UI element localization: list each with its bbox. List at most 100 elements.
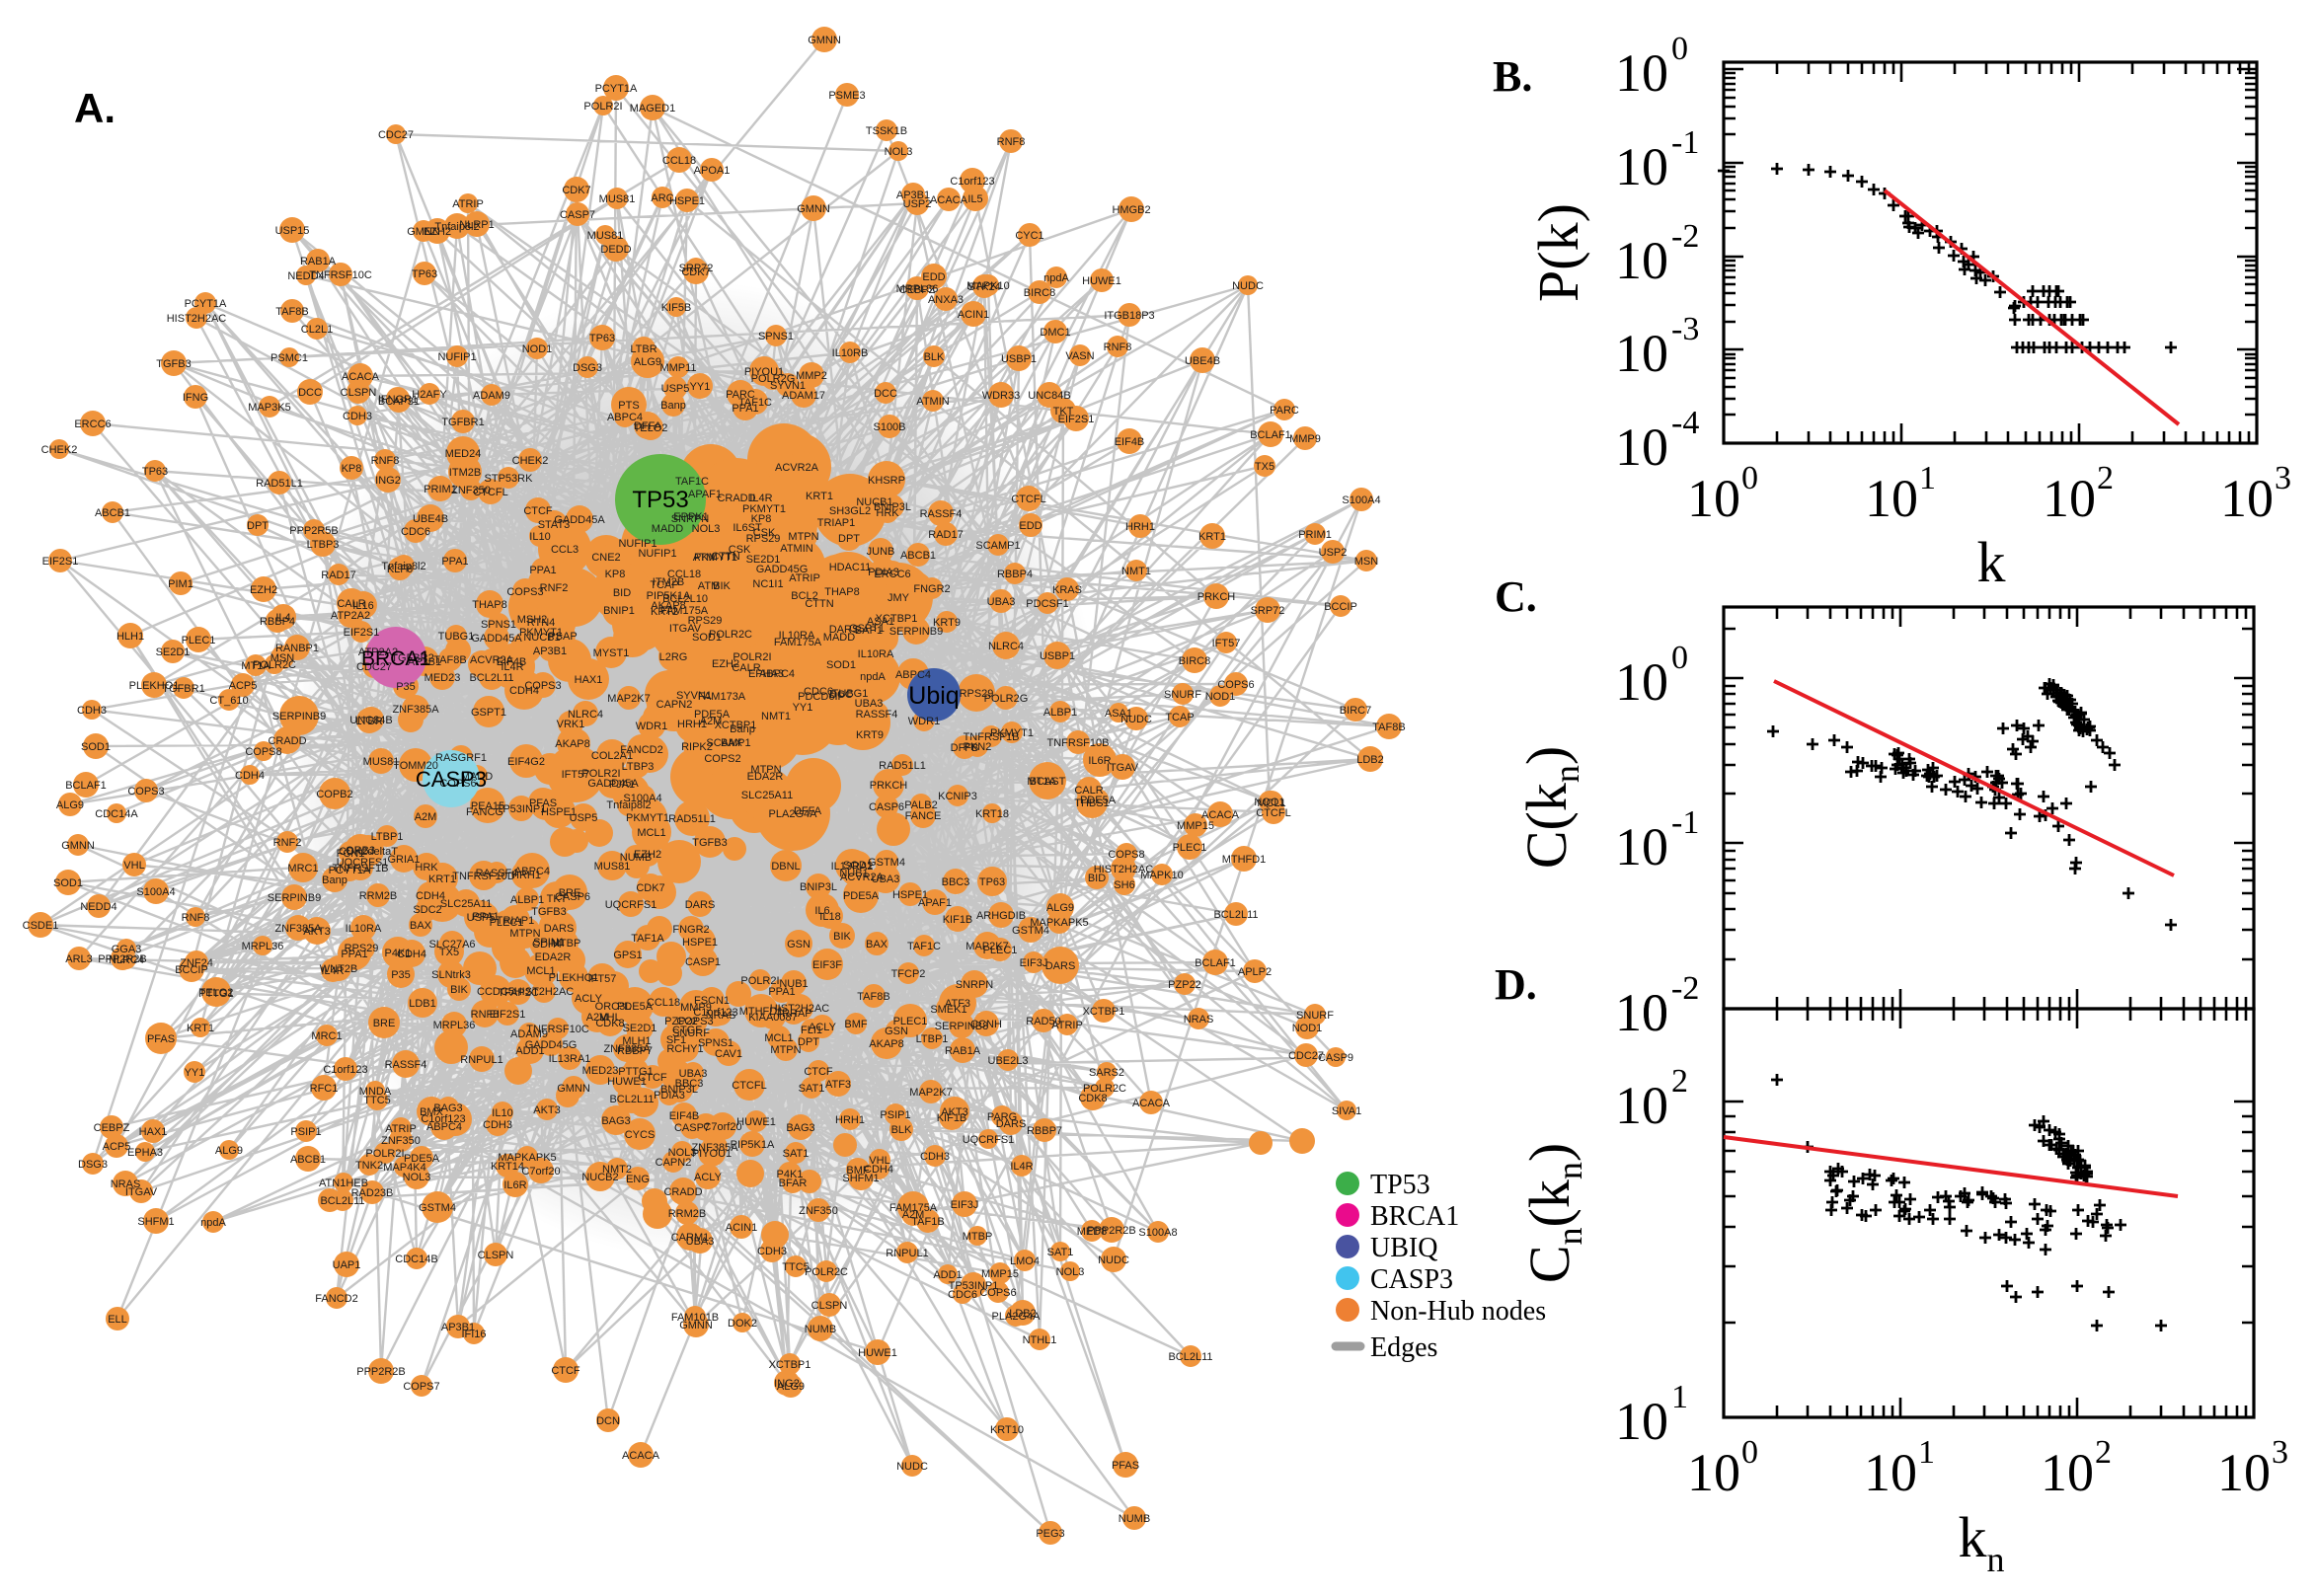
svg-text:MADD: MADD xyxy=(461,771,493,783)
svg-text:10: 10 xyxy=(1615,43,1668,103)
svg-text:IL4R: IL4R xyxy=(501,661,523,673)
svg-text:HIST2H2AC: HIST2H2AC xyxy=(167,313,227,325)
svg-text:WDR1: WDR1 xyxy=(636,721,667,732)
svg-text:IFNGR1: IFNGR1 xyxy=(378,394,418,406)
svg-text:CASP3: CASP3 xyxy=(1370,1264,1453,1295)
svg-text:PPP2R2B: PPP2R2B xyxy=(356,1366,406,1378)
svg-text:RNF8: RNF8 xyxy=(997,136,1026,148)
svg-text:CDC6: CDC6 xyxy=(401,526,430,538)
svg-text:P(k): P(k) xyxy=(1526,203,1590,302)
svg-text:CDC27: CDC27 xyxy=(378,129,414,141)
svg-text:PALB2: PALB2 xyxy=(904,799,937,811)
svg-text:ACVR2A: ACVR2A xyxy=(775,462,819,474)
svg-text:RASSF4: RASSF4 xyxy=(476,868,518,879)
svg-text:PRIM1: PRIM1 xyxy=(1298,529,1332,541)
svg-text:ABPC4: ABPC4 xyxy=(895,669,931,681)
svg-text:ITGB18P3: ITGB18P3 xyxy=(1104,310,1154,322)
svg-text:LMO4: LMO4 xyxy=(1010,1255,1040,1267)
svg-text:0: 0 xyxy=(1741,460,1758,496)
svg-text:NOL3: NOL3 xyxy=(403,1172,431,1183)
svg-text:MNDA: MNDA xyxy=(359,1086,392,1098)
svg-text:BCL2L11: BCL2L11 xyxy=(1168,1351,1212,1363)
svg-text:10: 10 xyxy=(1615,418,1668,477)
svg-text:L2RG: L2RG xyxy=(659,651,688,663)
svg-text:TP63: TP63 xyxy=(589,333,615,344)
svg-text:10: 10 xyxy=(1615,324,1668,383)
svg-text:JUNB: JUNB xyxy=(867,546,895,558)
svg-text:POLR2I: POLR2I xyxy=(740,975,779,987)
svg-text:MED24: MED24 xyxy=(445,448,482,460)
svg-text:MMP15: MMP15 xyxy=(1177,820,1214,832)
svg-text:CDK7: CDK7 xyxy=(562,185,590,196)
svg-text:NOL3: NOL3 xyxy=(885,146,913,158)
svg-text:AKT3: AKT3 xyxy=(941,1106,968,1118)
svg-text:SLNtrk3: SLNtrk3 xyxy=(431,969,471,981)
svg-text:PPP2R5B: PPP2R5B xyxy=(289,525,339,537)
svg-text:CDH4: CDH4 xyxy=(532,939,562,950)
svg-text:XCTBP1: XCTBP1 xyxy=(876,613,918,625)
svg-text:GMNN: GMNN xyxy=(679,1320,713,1331)
svg-text:ELL: ELL xyxy=(108,1314,127,1326)
svg-text:ZNF385A: ZNF385A xyxy=(603,1043,651,1055)
svg-text:USP5: USP5 xyxy=(467,912,496,924)
svg-text:NC1I1: NC1I1 xyxy=(752,578,783,590)
svg-text:IL4: IL4 xyxy=(275,612,290,624)
svg-text:GMNN: GMNN xyxy=(808,35,841,46)
svg-text:SOD1: SOD1 xyxy=(53,877,83,889)
svg-text:CDH3: CDH3 xyxy=(483,1119,512,1131)
svg-text:PLA2G4A: PLA2G4A xyxy=(769,808,818,820)
svg-text:ACIN1: ACIN1 xyxy=(958,309,989,321)
svg-text:10: 10 xyxy=(1615,983,1668,1042)
svg-text:IL10RA: IL10RA xyxy=(779,630,815,642)
svg-text:EIF2S1: EIF2S1 xyxy=(490,1009,526,1021)
svg-text:IFT57: IFT57 xyxy=(1212,638,1241,649)
svg-text:SOD1: SOD1 xyxy=(843,860,873,872)
svg-text:PLEKHO1: PLEKHO1 xyxy=(549,972,599,984)
svg-text:CDH4: CDH4 xyxy=(235,770,265,782)
svg-text:KP8: KP8 xyxy=(342,463,362,475)
svg-text:CCL3: CCL3 xyxy=(551,544,579,556)
svg-text:RFC1: RFC1 xyxy=(310,1083,339,1095)
svg-text:VHL: VHL xyxy=(123,860,144,872)
svg-text:PPA1: PPA1 xyxy=(472,911,499,923)
svg-text:UBE4B: UBE4B xyxy=(413,513,448,525)
svg-text:NOD1: NOD1 xyxy=(1292,1023,1323,1034)
svg-text:RPS29: RPS29 xyxy=(960,688,994,700)
svg-text:ACIN1: ACIN1 xyxy=(726,1222,757,1234)
svg-text:FNGR2: FNGR2 xyxy=(672,924,709,936)
svg-text:SERPINB9: SERPINB9 xyxy=(272,711,326,722)
svg-text:DARS: DARS xyxy=(685,899,716,911)
svg-text:BCLAF1: BCLAF1 xyxy=(1250,429,1291,441)
svg-text:D.: D. xyxy=(1495,960,1537,1009)
svg-text:BID: BID xyxy=(1088,873,1106,884)
svg-text:IL10RA: IL10RA xyxy=(858,648,894,660)
svg-text:CDK7: CDK7 xyxy=(681,266,710,278)
svg-text:MED8: MED8 xyxy=(1077,1226,1108,1238)
svg-text:VHL: VHL xyxy=(869,1155,889,1167)
svg-text:CASP7: CASP7 xyxy=(560,209,595,221)
svg-text:MSN: MSN xyxy=(270,652,295,664)
svg-text:USBP1: USBP1 xyxy=(1001,353,1037,365)
svg-text:MAP2K7: MAP2K7 xyxy=(909,1087,952,1099)
svg-text:ATMIN: ATMIN xyxy=(916,396,949,408)
svg-text:ALG9: ALG9 xyxy=(777,1381,805,1393)
svg-text:ACVR2A: ACVR2A xyxy=(840,872,885,883)
svg-text:EDA2R: EDA2R xyxy=(747,771,784,783)
svg-text:COPS3: COPS3 xyxy=(676,1016,713,1027)
svg-text:DARS: DARS xyxy=(996,1118,1027,1130)
svg-text:C1orf123: C1orf123 xyxy=(950,176,994,188)
svg-text:10: 10 xyxy=(2220,469,2274,528)
svg-text:COPS8: COPS8 xyxy=(245,746,281,758)
svg-text:SE2D1: SE2D1 xyxy=(746,554,781,566)
svg-text:PSMC1: PSMC1 xyxy=(270,352,308,364)
svg-text:C.: C. xyxy=(1495,572,1537,621)
svg-text:SE2D1: SE2D1 xyxy=(156,646,191,658)
svg-text:MCL1: MCL1 xyxy=(1257,798,1285,809)
svg-text:ITGAV: ITGAV xyxy=(669,623,702,635)
svg-text:CLSPN: CLSPN xyxy=(811,1300,848,1312)
svg-text:CTCFL: CTCFL xyxy=(473,487,507,498)
svg-text:S100A8: S100A8 xyxy=(1138,1227,1177,1239)
svg-text:COL2A1: COL2A1 xyxy=(591,750,633,762)
svg-text:IL6R: IL6R xyxy=(503,1179,526,1191)
svg-text:TRRAP: TRRAP xyxy=(775,1008,811,1020)
